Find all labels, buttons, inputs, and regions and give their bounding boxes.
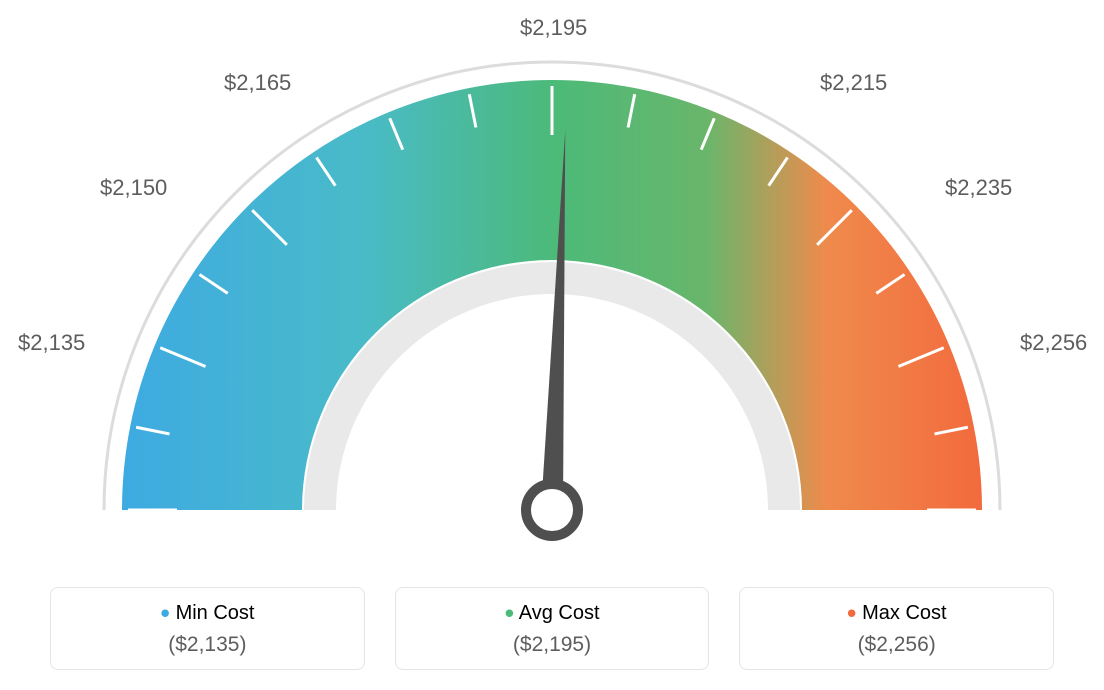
min-cost-title: • Min Cost [51, 602, 364, 625]
max-dot-icon: • [847, 598, 857, 629]
gauge-svg [0, 0, 1104, 560]
gauge-tick-label: $2,256 [1020, 330, 1087, 356]
min-cost-label: Min Cost [176, 602, 255, 624]
gauge-tick-label: $2,135 [18, 330, 85, 356]
summary-cards: • Min Cost ($2,135) • Avg Cost ($2,195) … [50, 587, 1054, 670]
gauge-tick-label: $2,150 [100, 175, 167, 201]
max-cost-value: ($2,256) [740, 633, 1053, 657]
max-cost-label: Max Cost [862, 602, 946, 624]
avg-cost-title: • Avg Cost [396, 602, 709, 625]
avg-cost-card: • Avg Cost ($2,195) [395, 587, 710, 670]
avg-cost-label: Avg Cost [519, 602, 600, 624]
min-dot-icon: • [160, 598, 170, 629]
min-cost-value: ($2,135) [51, 633, 364, 657]
avg-dot-icon: • [504, 598, 514, 629]
gauge-tick-label: $2,215 [820, 70, 887, 96]
avg-cost-value: ($2,195) [396, 633, 709, 657]
gauge-area: $2,135 $2,150 $2,165 $2,195 $2,215 $2,235 $2,2… [0, 0, 1104, 560]
gauge-tick-label: $2,195 [520, 15, 587, 41]
max-cost-card: • Max Cost ($2,256) [739, 587, 1054, 670]
gauge-tick-label: $2,235 [945, 175, 1012, 201]
gauge-tick-label: $2,165 [224, 70, 291, 96]
max-cost-title: • Max Cost [740, 602, 1053, 625]
min-cost-card: • Min Cost ($2,135) [50, 587, 365, 670]
gauge-chart-container: $2,135 $2,150 $2,165 $2,195 $2,215 $2,235 $2,2… [0, 0, 1104, 690]
